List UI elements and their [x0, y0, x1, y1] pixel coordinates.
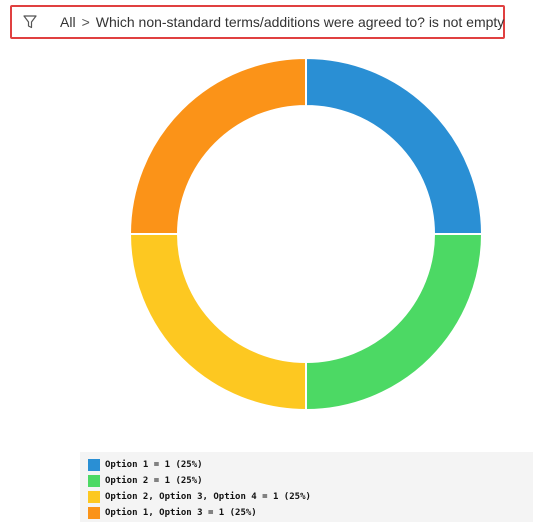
- legend-item-3[interactable]: Option 2, Option 3, Option 4 = 1 (25%): [88, 489, 533, 504]
- legend-item-2[interactable]: Option 2 = 1 (25%): [88, 473, 533, 488]
- legend-label: Option 1 = 1 (25%): [105, 459, 203, 470]
- legend-item-4[interactable]: Option 1, Option 3 = 1 (25%): [88, 505, 533, 520]
- donut-slice-3[interactable]: [128, 233, 307, 412]
- filter-condition: Which non-standard terms/additions were …: [95, 14, 505, 30]
- chart-legend: Option 1 = 1 (25%) Option 2 = 1 (25%) Opti…: [80, 452, 533, 522]
- legend-swatch: [88, 458, 100, 471]
- filter-breadcrumb: All > Which non-standard terms/additions…: [10, 5, 505, 39]
- donut-chart: [128, 56, 484, 412]
- donut-slice-4[interactable]: [128, 56, 307, 235]
- breadcrumb-separator: >: [81, 14, 90, 30]
- legend-swatch: [88, 490, 100, 503]
- legend-label: Option 1, Option 3 = 1 (25%): [105, 507, 257, 518]
- legend-swatch: [88, 506, 100, 519]
- legend-label: Option 2, Option 3, Option 4 = 1 (25%): [105, 491, 311, 502]
- donut-slice-2[interactable]: [305, 233, 484, 412]
- breadcrumb-root[interactable]: All: [60, 14, 76, 30]
- funnel-icon[interactable]: [22, 14, 38, 30]
- legend-item-1[interactable]: Option 1 = 1 (25%): [88, 457, 533, 472]
- legend-swatch: [88, 474, 100, 487]
- legend-label: Option 2 = 1 (25%): [105, 475, 203, 486]
- donut-slice-1[interactable]: [305, 56, 484, 235]
